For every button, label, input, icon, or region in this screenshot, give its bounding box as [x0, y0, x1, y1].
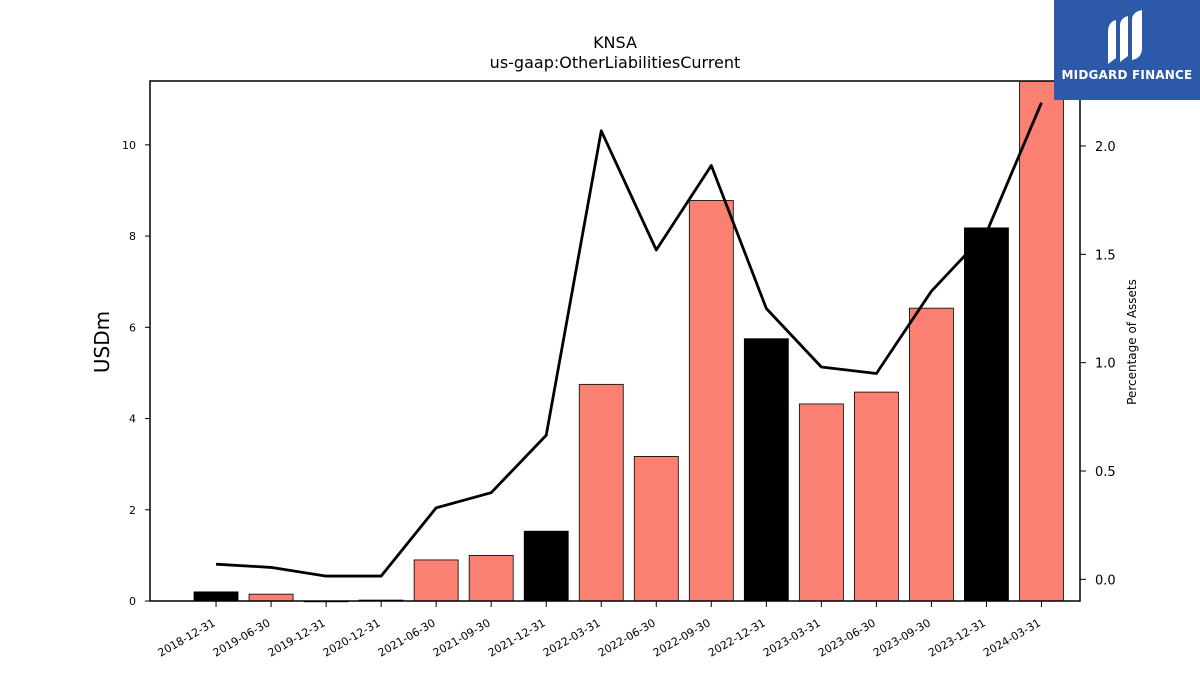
logo-text: MIDGARD FINANCE: [1061, 68, 1193, 82]
bar: [1019, 80, 1064, 602]
x-tick-label: 2019-12-31: [266, 616, 328, 659]
x-tick-label: 2020-12-31: [321, 616, 383, 659]
y2-tick-label: 2.0: [1095, 140, 1116, 155]
bar: [468, 554, 514, 602]
brand-logo: MIDGARD FINANCE: [1054, 0, 1200, 100]
x-tick-label: 2021-06-30: [376, 616, 438, 659]
bar: [853, 391, 899, 602]
y2-tick-label: 1.0: [1095, 357, 1116, 372]
x-tick-label: 2021-09-30: [431, 616, 493, 659]
bar: [964, 227, 1009, 602]
line-series: [215, 102, 1043, 578]
bar: [688, 200, 734, 602]
bar: [193, 591, 239, 602]
y2-axis-label: Percentage of Assets: [1125, 279, 1139, 405]
y2-tick-label: 0.5: [1095, 465, 1116, 480]
y2-tick-label: 0.0: [1095, 573, 1116, 588]
logo-mark-icon: [1108, 10, 1142, 64]
bar: [909, 307, 954, 602]
x-tick-label: 2023-03-31: [761, 616, 823, 659]
bar-series: [193, 80, 1064, 603]
chart-title: KNSA: [593, 33, 637, 52]
bar: [248, 593, 294, 602]
y-tick-label: 8: [129, 230, 136, 243]
y-tick-label: 0: [129, 595, 136, 608]
y2-tick-label: 1.5: [1095, 248, 1116, 263]
x-tick-label: 2022-12-31: [706, 616, 768, 659]
x-tick-label: 2023-09-30: [871, 616, 933, 659]
percentage-line: [215, 102, 1043, 578]
x-tick-label: 2021-12-31: [486, 616, 548, 659]
x-tick-label: 2018-12-31: [156, 616, 218, 659]
x-tick-label: 2022-09-30: [651, 616, 713, 659]
x-tick-label: 2022-06-30: [596, 616, 658, 659]
y-tick-label: 6: [129, 321, 136, 334]
y-tick-label: 10: [122, 139, 136, 152]
bar: [578, 383, 624, 602]
bar: [633, 456, 679, 602]
bar: [798, 403, 844, 602]
plot-frame: [149, 80, 1081, 602]
y-tick-label: 2: [129, 504, 136, 517]
bar: [523, 530, 569, 602]
x-tick-label: 2023-06-30: [816, 616, 878, 659]
bar: [413, 559, 459, 602]
bar: [743, 338, 789, 602]
x-tick-label: 2024-03-31: [981, 616, 1043, 659]
y-tick-label: 4: [129, 413, 136, 426]
x-tick-label: 2023-12-31: [926, 616, 988, 659]
x-tick-label: 2022-03-31: [541, 616, 603, 659]
x-tick-label: 2019-06-30: [211, 616, 273, 659]
chart-subtitle: us-gaap:OtherLiabilitiesCurrent: [490, 53, 741, 72]
y-axis-label: USDm: [90, 311, 114, 373]
